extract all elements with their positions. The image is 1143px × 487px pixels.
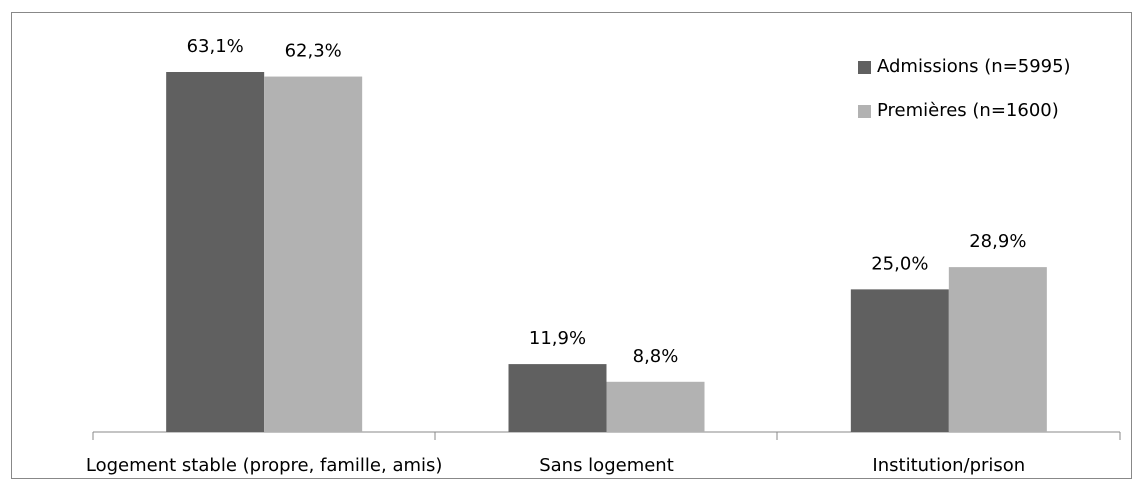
x-tick-label: Logement stable (propre, famille, amis)	[86, 455, 443, 476]
bar	[948, 267, 1047, 432]
x-tick-label: Institution/prison	[872, 455, 1025, 476]
data-label: 63,1%	[187, 36, 244, 57]
data-label: 62,3%	[285, 41, 342, 62]
x-tick-label: Sans logement	[539, 455, 674, 476]
bar	[606, 381, 705, 432]
bar	[166, 72, 265, 432]
data-label: 8,8%	[633, 346, 679, 367]
legend-swatch	[858, 61, 871, 74]
legend-label: Premières (n=1600)	[877, 100, 1059, 121]
bar	[850, 289, 949, 432]
data-label: 28,9%	[969, 231, 1026, 252]
bar	[508, 364, 607, 432]
data-label: 25,0%	[871, 253, 928, 274]
data-label: 11,9%	[529, 328, 586, 349]
legend-swatch	[858, 105, 871, 118]
bar	[264, 76, 363, 433]
legend-label: Admissions (n=5995)	[877, 56, 1071, 77]
